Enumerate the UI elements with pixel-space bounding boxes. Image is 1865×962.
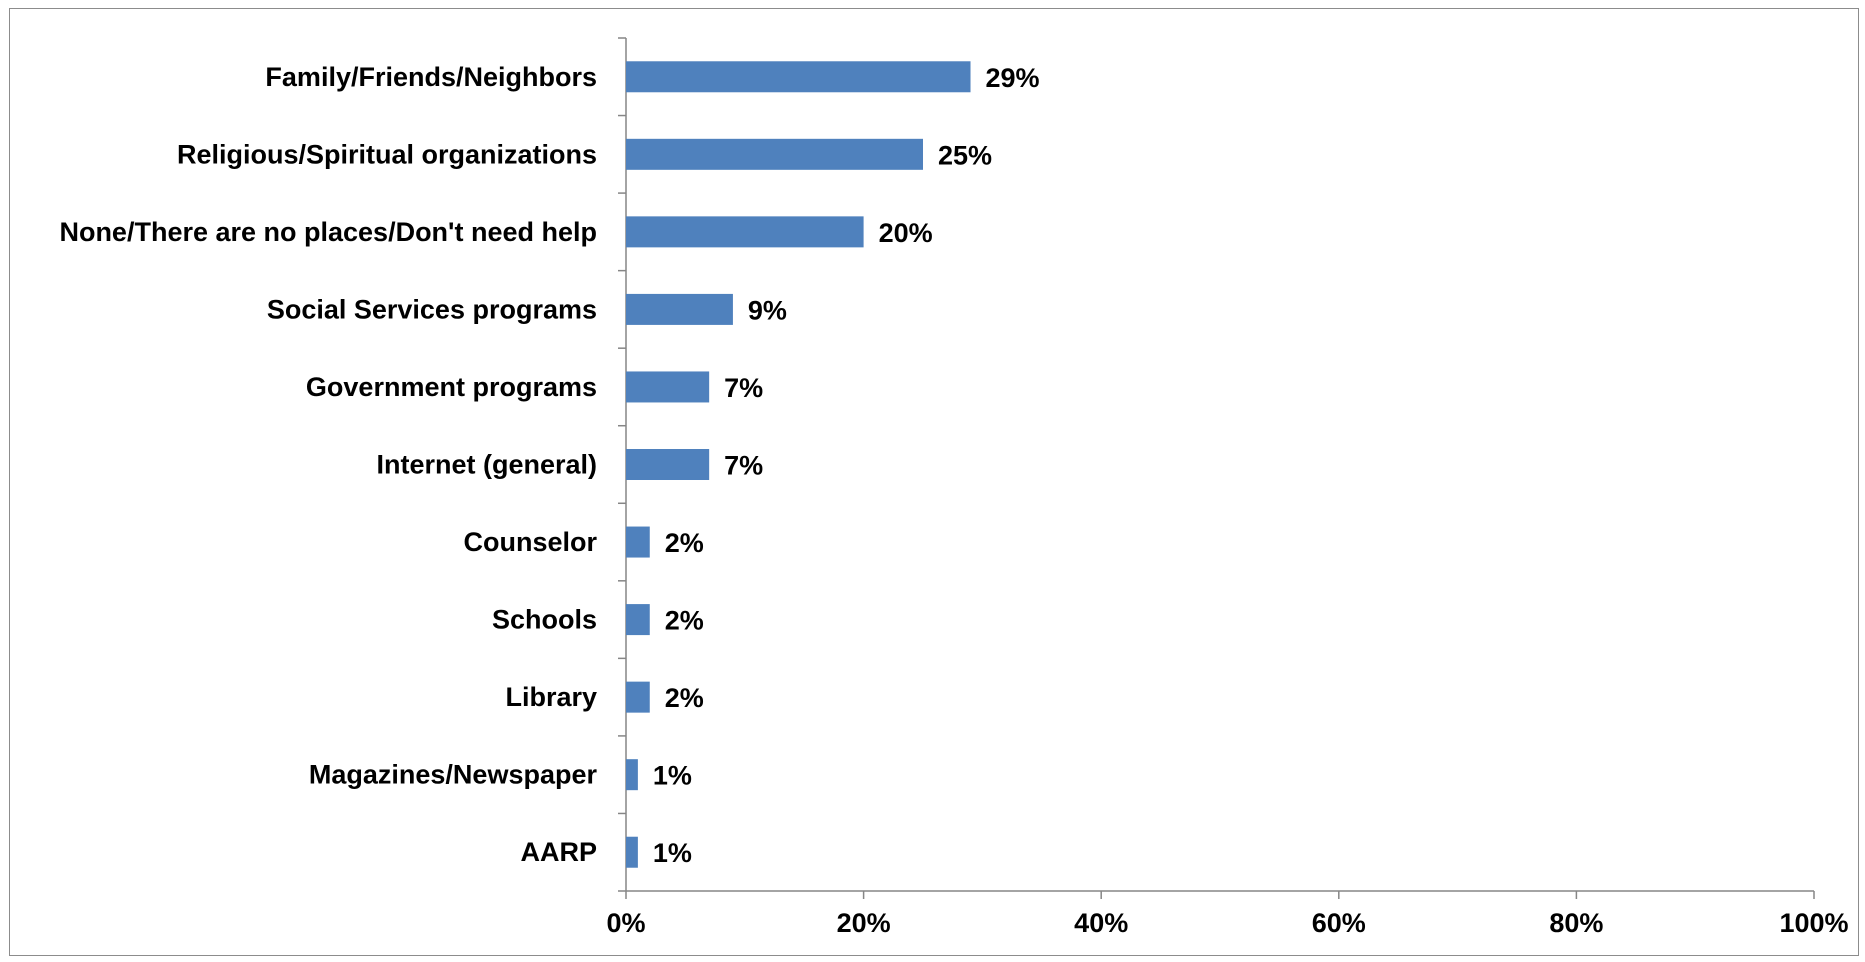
bar	[626, 836, 638, 868]
x-tick-label: 40%	[1074, 908, 1128, 938]
bar	[626, 759, 638, 791]
x-tick-label: 80%	[1549, 908, 1603, 938]
bar	[626, 681, 650, 713]
x-tick-label: 100%	[1779, 908, 1848, 938]
x-tick-label: 60%	[1312, 908, 1366, 938]
category-label: Library	[505, 682, 597, 712]
bar	[626, 293, 733, 325]
data-label: 1%	[653, 838, 692, 868]
chart-frame	[9, 8, 1859, 956]
category-label: Magazines/Newspaper	[309, 760, 598, 790]
category-label: Social Services programs	[267, 294, 597, 324]
category-label: Schools	[492, 605, 597, 635]
data-label: 7%	[724, 451, 763, 481]
bar	[626, 216, 864, 248]
data-label: 25%	[938, 140, 992, 170]
x-tick-label: 20%	[837, 908, 891, 938]
category-label: Government programs	[306, 372, 597, 402]
bar	[626, 604, 650, 636]
data-label: 2%	[665, 528, 704, 558]
category-label: Religious/Spiritual organizations	[177, 139, 597, 169]
data-label: 7%	[724, 373, 763, 403]
data-label: 29%	[986, 63, 1040, 93]
x-tick-label: 0%	[606, 908, 645, 938]
data-label: 2%	[665, 606, 704, 636]
category-label: None/There are no places/Don't need help	[59, 217, 597, 247]
data-label: 20%	[879, 218, 933, 248]
bar	[626, 449, 710, 480]
category-label: Internet (general)	[376, 450, 597, 480]
data-label: 2%	[665, 683, 704, 713]
bar	[626, 526, 650, 558]
data-label: 9%	[748, 295, 787, 325]
category-label: Counselor	[463, 527, 597, 557]
bar	[626, 138, 923, 170]
category-label: Family/Friends/Neighbors	[265, 62, 597, 92]
bar	[626, 61, 971, 93]
category-label: AARP	[520, 837, 597, 867]
bar	[626, 371, 710, 403]
data-label: 1%	[653, 761, 692, 791]
